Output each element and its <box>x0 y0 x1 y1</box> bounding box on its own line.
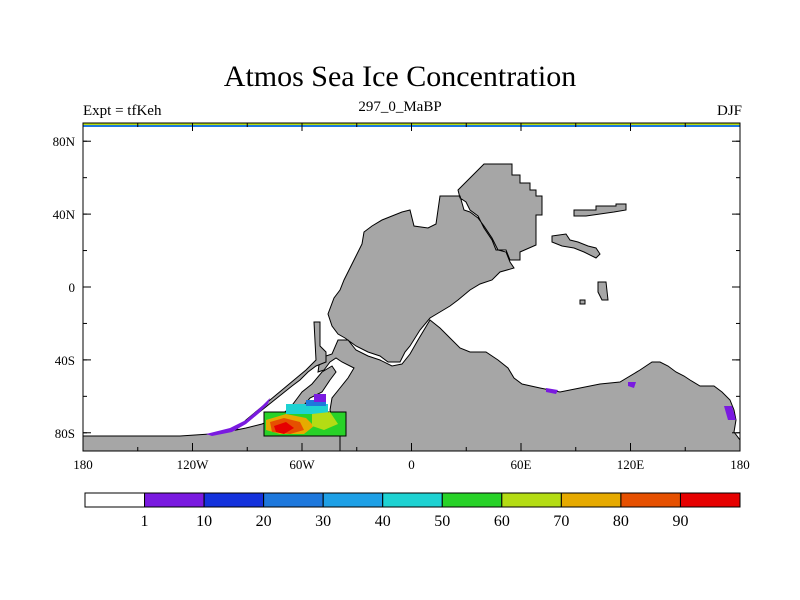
x-axis: 180 120W 60W 0 60E 120E 180 <box>73 123 750 472</box>
colorbar-label: 60 <box>494 513 510 530</box>
experiment-label: Expt = tfKeh <box>83 103 162 119</box>
x-tick-label: 0 <box>408 457 415 472</box>
landmass-main <box>317 163 740 451</box>
colorbar-label: 90 <box>672 513 688 530</box>
sea-ice-coast-south-mid <box>546 388 558 394</box>
colorbar-label: 70 <box>553 513 569 530</box>
colorbar-box <box>501 492 562 508</box>
sea-ice-coast-far-east <box>724 406 736 420</box>
colorbar-box <box>144 492 205 508</box>
colorbar-box <box>441 492 503 508</box>
colorbar-label: 10 <box>196 513 212 530</box>
colorbar-label: 50 <box>434 513 450 530</box>
colorbar-box <box>203 492 265 508</box>
sea-ice-coast-west <box>206 398 270 436</box>
sea-ice-patch-weddell <box>263 394 347 437</box>
island-east-a <box>573 203 627 217</box>
island-east-c <box>597 281 609 301</box>
x-tick-label: 60W <box>289 457 315 472</box>
colorbar: 1 10 20 30 40 50 60 70 80 90 <box>84 492 741 530</box>
plot-title: Atmos Sea Ice Concentration <box>223 60 577 93</box>
colorbar-box <box>620 492 681 508</box>
x-tick-label: 120E <box>617 457 645 472</box>
y-tick-label: 80S <box>55 426 75 441</box>
ice-patch-cyan <box>286 404 328 414</box>
period-label: 297_0_MaBP <box>358 99 442 115</box>
x-tick-label: 60E <box>511 457 532 472</box>
colorbar-box <box>263 492 324 508</box>
y-tick-label: 0 <box>69 280 76 295</box>
season-label: DJF <box>716 103 742 119</box>
island-east-b <box>551 233 601 259</box>
x-tick-label: 180 <box>730 457 750 472</box>
x-tick-label: 120W <box>177 457 210 472</box>
sea-ice-coast-east <box>628 382 636 388</box>
colorbar-box <box>84 492 146 508</box>
ice-patch-red <box>274 422 294 434</box>
colorbar-box <box>382 492 443 508</box>
map-panel <box>82 122 741 452</box>
island-east-d <box>579 299 586 305</box>
colorbar-box <box>322 492 384 508</box>
colorbar-label: 20 <box>256 513 272 530</box>
colorbar-label: 30 <box>315 513 331 530</box>
colorbar-box <box>560 492 622 508</box>
colorbar-label: 40 <box>375 513 391 530</box>
x-tick-label: 180 <box>73 457 93 472</box>
colorbar-label: 1 <box>141 513 149 530</box>
ice-patch-purple <box>314 394 326 402</box>
colorbar-label: 80 <box>613 513 629 530</box>
ice-patch-blue <box>306 400 326 406</box>
y-axis: 80N 40N 0 40S 80S <box>53 134 740 441</box>
y-tick-label: 40S <box>55 353 75 368</box>
y-tick-label: 40N <box>53 207 76 222</box>
colorbar-box <box>679 492 741 508</box>
ice-patch-yellow <box>312 412 338 430</box>
y-tick-label: 80N <box>53 134 76 149</box>
